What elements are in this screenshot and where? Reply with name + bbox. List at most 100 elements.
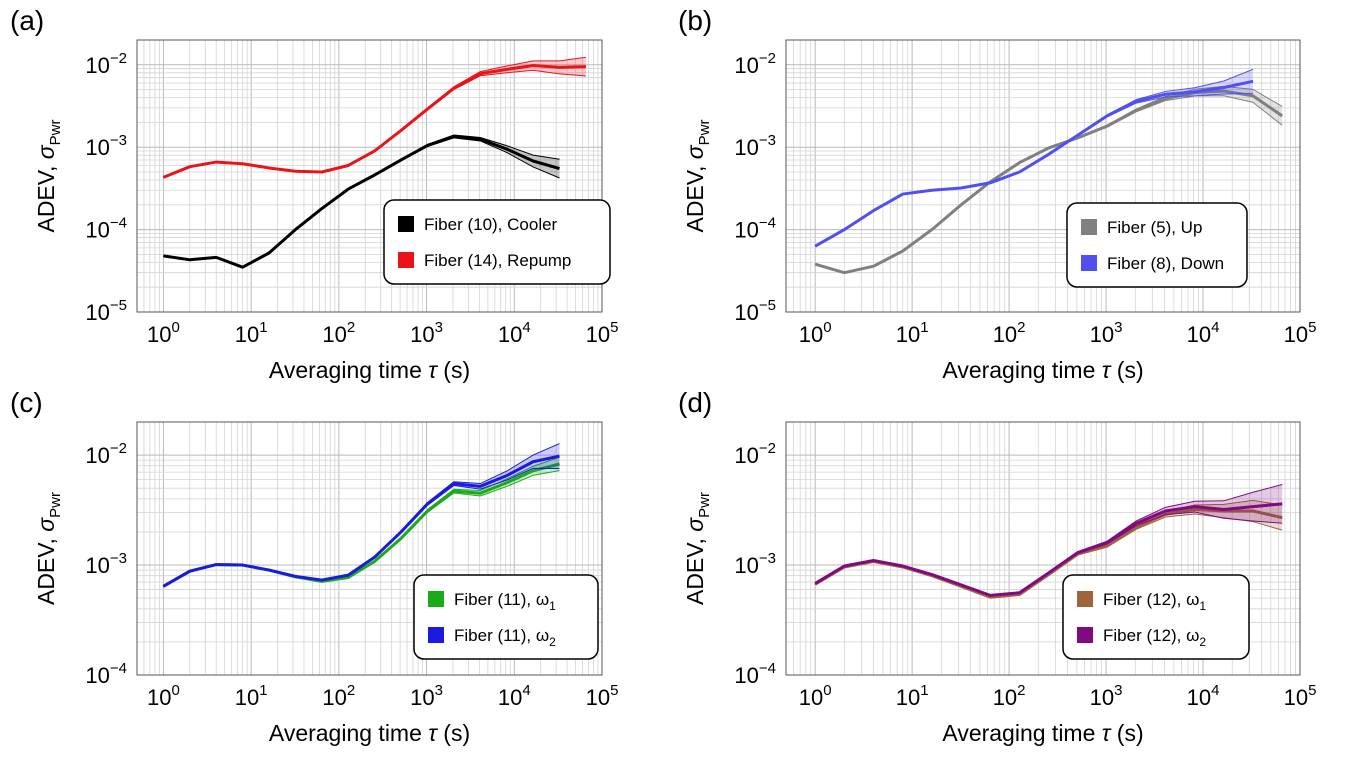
tick-exponent: 5 xyxy=(610,319,618,336)
x-axis-symbol: τ xyxy=(428,720,438,746)
x-tick-label: 100 xyxy=(147,319,180,347)
legend-label: Fiber (8), Down xyxy=(1107,254,1224,273)
y-tick-label: 10−2 xyxy=(734,440,776,468)
legend-label-subscript: 1 xyxy=(549,599,556,613)
y-tick-label: 10−4 xyxy=(85,660,127,688)
tick-exponent: 3 xyxy=(1114,682,1122,699)
x-axis-title: Averaging time τ (s) xyxy=(269,357,470,383)
tick-exponent: −3 xyxy=(110,550,127,567)
tick-exponent: −2 xyxy=(759,440,776,457)
x-tick-label: 105 xyxy=(586,319,619,347)
x-axis-title-text: Averaging time xyxy=(269,357,428,383)
tick-exponent: 3 xyxy=(1114,319,1122,336)
legend-label-text: Fiber (11), ω xyxy=(454,590,549,609)
plot-frame xyxy=(785,39,1301,313)
tick-exponent: 3 xyxy=(435,682,443,699)
tick-exponent: 5 xyxy=(1308,319,1316,336)
legend-label: Fiber (14), Repump xyxy=(424,251,571,270)
legend: Fiber (10), Cooler Fiber (14), Repump xyxy=(383,199,611,285)
legend-swatch xyxy=(1077,591,1093,607)
tick-base: 10 xyxy=(896,685,920,710)
y-axis-title-text: ADEV, xyxy=(33,159,59,232)
tick-base: 10 xyxy=(734,135,758,160)
series-group xyxy=(814,484,1283,599)
x-axis-symbol: τ xyxy=(1102,357,1112,383)
tick-base: 10 xyxy=(734,218,758,243)
tick-base: 10 xyxy=(410,685,434,710)
legend-label-text: Fiber (10), Cooler xyxy=(424,215,558,234)
tick-base: 10 xyxy=(896,322,920,347)
panel-label: (d) xyxy=(678,387,712,418)
series-line xyxy=(163,134,560,269)
tick-exponent: 4 xyxy=(1211,682,1219,699)
legend-label-text: Fiber (11), ω xyxy=(454,626,549,645)
y-axis-title: ADEV, σPwr xyxy=(682,119,713,232)
y-axis-title-text: ADEV, xyxy=(33,532,59,605)
tick-base: 10 xyxy=(993,322,1017,347)
tick-base: 10 xyxy=(799,322,823,347)
legend-label-text: Fiber (12), ω xyxy=(1103,626,1199,645)
tick-exponent: 0 xyxy=(171,319,179,336)
plot-frame xyxy=(136,421,603,676)
tick-exponent: −3 xyxy=(759,132,776,149)
legend-label-text: Fiber (5), Up xyxy=(1107,218,1202,237)
tick-base: 10 xyxy=(85,218,109,243)
tick-base: 10 xyxy=(734,553,758,578)
y-axis-title: ADEV, σPwr xyxy=(682,492,713,605)
panel-label: (b) xyxy=(678,5,712,36)
series-line xyxy=(162,454,560,588)
tick-exponent: 1 xyxy=(259,682,267,699)
tick-exponent: 2 xyxy=(1017,682,1025,699)
tick-exponent: −2 xyxy=(110,440,127,457)
tick-exponent: 3 xyxy=(435,319,443,336)
legend-swatch xyxy=(398,252,414,268)
x-axis-title-text: Averaging time xyxy=(942,357,1101,383)
tick-exponent: −4 xyxy=(110,215,127,232)
x-tick-label: 103 xyxy=(410,319,443,347)
y-tick-label: 10−5 xyxy=(85,297,127,325)
x-tick-label: 101 xyxy=(896,319,929,347)
tick-exponent: 4 xyxy=(522,319,530,336)
x-tick-label: 100 xyxy=(799,319,832,347)
legend-box xyxy=(1066,202,1248,288)
tick-base: 10 xyxy=(235,322,259,347)
legend-label: Fiber (12), ω2 xyxy=(1103,626,1206,649)
x-axis-title: Averaging time τ (s) xyxy=(269,720,470,746)
series-band xyxy=(163,57,586,178)
tick-exponent: 1 xyxy=(920,319,928,336)
x-tick-label: 103 xyxy=(1090,319,1123,347)
tick-base: 10 xyxy=(85,300,109,325)
x-axis-title-text: Averaging time xyxy=(942,720,1101,746)
tick-base: 10 xyxy=(734,53,758,78)
x-tick-label: 103 xyxy=(410,682,443,710)
tick-base: 10 xyxy=(85,443,109,468)
panel-c: 100 101 102 103 104 10510−410−310−2Averaging … xyxy=(10,387,618,746)
legend-label-subscript: 1 xyxy=(1199,599,1206,613)
legend-swatch xyxy=(1081,255,1097,271)
series-line xyxy=(814,79,1254,248)
y-axis-subscript: Pwr xyxy=(696,119,713,145)
x-tick-label: 105 xyxy=(1284,682,1317,710)
legend-box xyxy=(413,574,599,660)
tick-exponent: −4 xyxy=(759,660,776,677)
panel-d: 100 101 102 103 104 10510−410−310−2Averaging … xyxy=(678,387,1316,746)
y-tick-label: 10−4 xyxy=(85,215,127,243)
tick-base: 10 xyxy=(147,322,171,347)
tick-exponent: −4 xyxy=(759,215,776,232)
legend: Fiber (12), ω1 Fiber (12), ω2 xyxy=(1062,574,1250,660)
tick-exponent: 2 xyxy=(347,682,355,699)
tick-base: 10 xyxy=(1090,685,1114,710)
tick-base: 10 xyxy=(1187,685,1211,710)
tick-exponent: −3 xyxy=(759,550,776,567)
series-line xyxy=(162,64,586,179)
panel-label: (a) xyxy=(10,5,44,36)
series-group xyxy=(814,68,1284,275)
panel-a: 100 101 102 103 104 10510−510−410−310−2Averag… xyxy=(10,5,618,383)
x-tick-label: 103 xyxy=(1090,682,1123,710)
y-tick-label: 10−2 xyxy=(734,50,776,78)
y-axis-title-text: ADEV, xyxy=(682,532,708,605)
y-axis-subscript: Pwr xyxy=(47,119,64,145)
